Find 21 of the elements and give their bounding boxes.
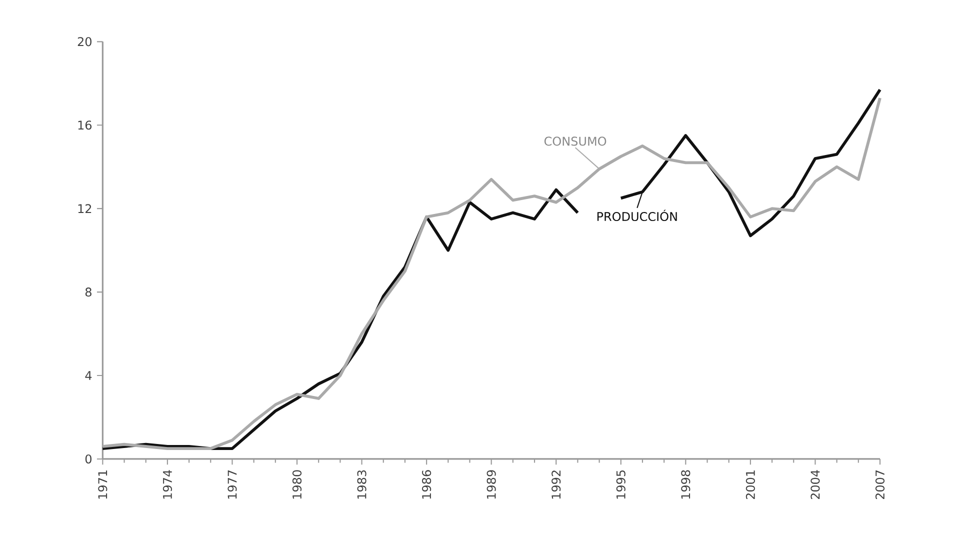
x-tick-label: 1986 <box>422 470 432 499</box>
y-tick-label: 4 <box>85 371 92 380</box>
x-tick-label: 2007 <box>875 470 885 500</box>
x-tick-label: 1992 <box>552 470 561 499</box>
y-tick-label: 16 <box>78 120 92 130</box>
x-tick-label: 1995 <box>616 470 626 499</box>
y-tick-label: 8 <box>85 288 92 297</box>
y-tick-label: 12 <box>78 204 92 214</box>
series-label: CONSUMO <box>544 136 606 146</box>
x-tick-label: 1989 <box>486 470 496 499</box>
x-tick-label: 1998 <box>681 470 690 499</box>
x-tick-label: 1980 <box>292 470 302 499</box>
x-tick-label: 2001 <box>746 470 755 500</box>
y-tick-label: 20 <box>78 37 92 46</box>
x-tick-label: 1983 <box>357 470 366 499</box>
x-tick-label: 1971 <box>98 470 108 499</box>
x-tick-label: 2004 <box>810 470 820 500</box>
y-tick-label: 0 <box>85 454 92 464</box>
x-tick-label: 1977 <box>228 470 237 499</box>
legend-label: PRODUCCIÓN <box>597 210 677 222</box>
x-tick-label: 1974 <box>162 470 172 499</box>
